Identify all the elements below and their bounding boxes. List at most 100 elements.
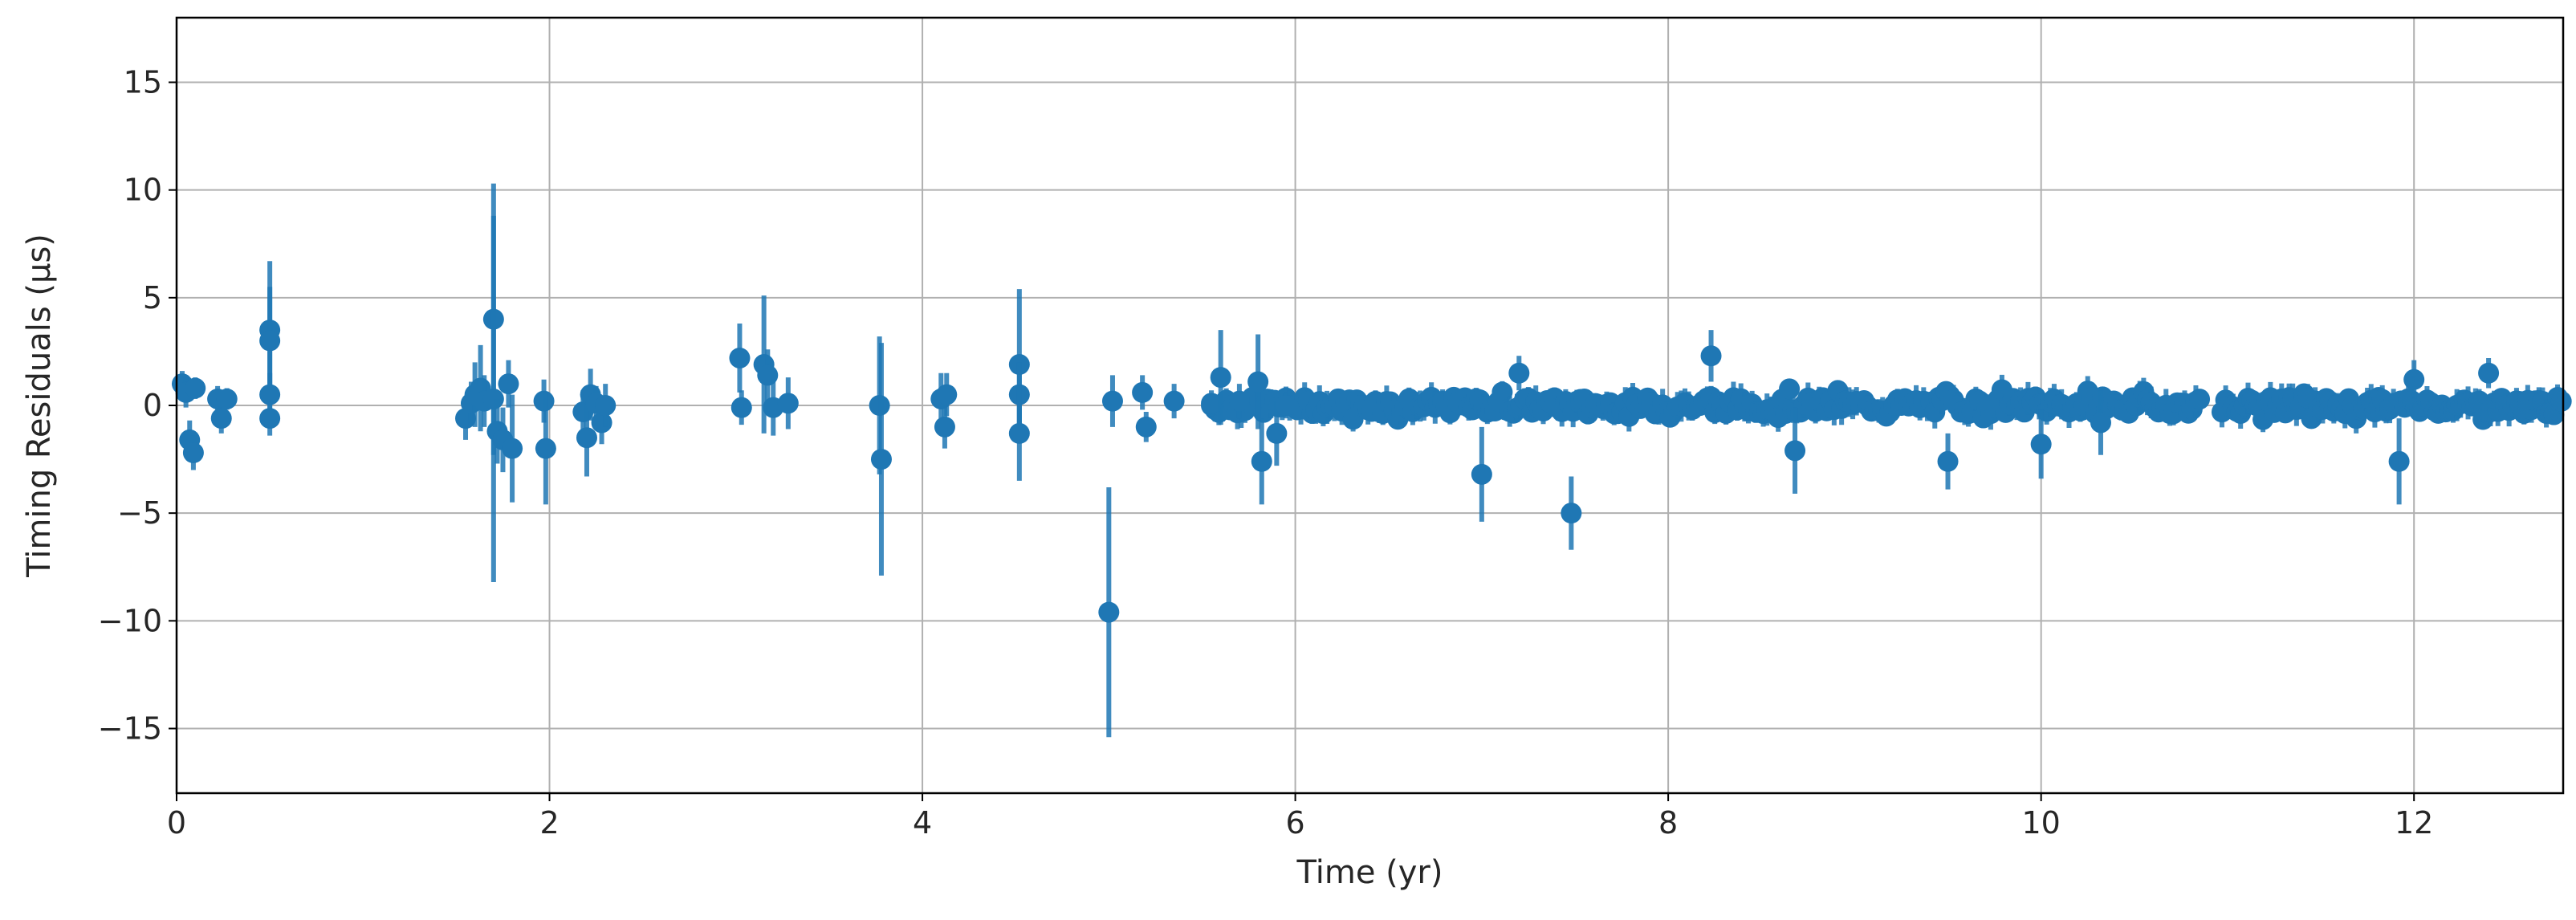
data-marker [576, 427, 597, 449]
data-marker [1251, 450, 1272, 472]
data-marker [1098, 601, 1120, 623]
data-marker [1247, 371, 1269, 393]
y-axis-label: Timing Residuals (μs) [21, 234, 58, 578]
y-tick-label: 0 [143, 388, 162, 423]
data-marker [1210, 367, 1231, 389]
data-marker [216, 388, 238, 409]
data-marker [777, 393, 799, 414]
data-point [498, 360, 519, 408]
data-point [730, 390, 752, 425]
data-point [1228, 384, 1250, 419]
data-marker [1561, 503, 1582, 524]
data-marker [1101, 390, 1123, 412]
data-point [1135, 412, 1157, 442]
data-marker [482, 388, 504, 409]
data-marker [1275, 395, 1296, 416]
data-marker [498, 373, 519, 395]
data-marker [259, 408, 281, 429]
data-point [1201, 390, 1223, 417]
ticks: 0 2 4 6 8 10 12 −15 −10 −5 0 5 10 15 [98, 65, 2434, 841]
data-marker [1135, 416, 1157, 438]
data-point [259, 401, 281, 436]
x-tick-label: 0 [167, 805, 186, 841]
data-points [171, 183, 2572, 738]
data-marker [535, 438, 556, 459]
data-point [1471, 426, 1492, 522]
data-point [1101, 375, 1123, 427]
x-axis-label: Time (yr) [1296, 854, 1443, 891]
data-marker [2388, 450, 2410, 472]
data-point [1275, 392, 1296, 419]
data-point [1132, 375, 1154, 410]
data-marker [729, 347, 751, 368]
data-marker [1228, 390, 1250, 412]
data-marker [2478, 362, 2500, 384]
data-point [502, 394, 523, 503]
data-point [1784, 407, 1806, 495]
data-point [1561, 476, 1582, 550]
data-marker [2550, 390, 2572, 412]
data-point [870, 343, 892, 576]
data-marker [595, 395, 617, 416]
data-point [2090, 390, 2111, 455]
data-marker [1163, 390, 1185, 412]
data-marker [2189, 389, 2211, 410]
data-point [1163, 384, 1185, 419]
data-point [2478, 357, 2500, 389]
data-marker [2090, 412, 2111, 434]
y-tick-label: 15 [124, 65, 162, 100]
data-point [1266, 401, 1288, 466]
data-point [182, 435, 204, 470]
x-tick-label: 4 [913, 805, 932, 841]
data-marker [502, 438, 523, 459]
data-point [936, 372, 958, 417]
x-tick-label: 12 [2395, 805, 2433, 841]
data-point [1008, 385, 1030, 481]
data-marker [1700, 345, 1722, 367]
data-point [216, 388, 238, 410]
data-marker [1784, 440, 1806, 462]
data-point [2189, 389, 2211, 410]
y-tick-label: −15 [98, 711, 162, 747]
y-tick-label: −5 [117, 495, 162, 531]
data-point [210, 403, 232, 434]
data-point [595, 384, 617, 427]
data-point [1508, 356, 1530, 391]
data-marker [182, 442, 204, 464]
data-point [729, 324, 751, 393]
data-marker [934, 416, 955, 438]
y-tick-label: 10 [124, 173, 162, 208]
data-point [576, 398, 597, 477]
data-point [2030, 409, 2052, 479]
data-marker [1008, 422, 1030, 444]
data-marker [870, 449, 892, 470]
data-marker [1508, 362, 1530, 384]
data-marker [259, 384, 281, 405]
y-tick-label: 5 [143, 280, 162, 315]
x-tick-label: 10 [2021, 805, 2060, 841]
data-point [2403, 360, 2425, 399]
data-marker [210, 408, 232, 429]
data-point [1700, 330, 1722, 382]
data-marker [2403, 368, 2425, 390]
data-marker [591, 412, 612, 434]
data-point [535, 392, 556, 505]
data-point [1779, 378, 1801, 400]
data-point [2550, 389, 2572, 414]
data-marker [730, 397, 752, 418]
data-point [482, 215, 504, 583]
data-point [2388, 418, 2410, 505]
data-point [1247, 334, 1269, 429]
x-tick-label: 8 [1658, 805, 1678, 841]
data-marker [2030, 434, 2052, 455]
data-point [185, 377, 206, 399]
data-marker [1937, 450, 1959, 472]
data-marker [936, 384, 958, 405]
data-point [1251, 418, 1272, 505]
data-marker [1471, 463, 1492, 485]
data-marker [1779, 378, 1801, 400]
data-marker [259, 330, 281, 352]
grid [176, 18, 2563, 793]
